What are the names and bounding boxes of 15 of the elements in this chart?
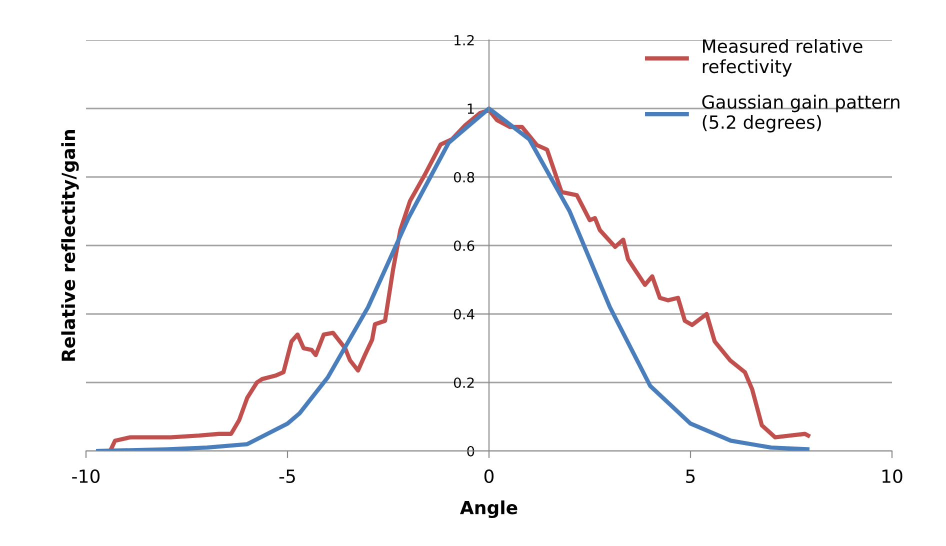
y-tick-label: 1.2 (454, 34, 474, 46)
x-tick-label: -10 (72, 469, 100, 484)
legend-label: Gaussian gain pattern (5.2 degrees) (702, 94, 900, 132)
x-tick-label: 10 (882, 469, 902, 484)
y-axis-title: Relative reflectity/gain (61, 130, 79, 361)
y-tick-label: 0.2 (454, 377, 474, 388)
legend-label: Measured relative refectivity (702, 39, 862, 77)
y-tick-label: 1 (468, 104, 474, 114)
x-axis-title: Angle (460, 500, 518, 518)
y-tick-label: 0.6 (454, 240, 474, 251)
y-tick-label: 0.4 (454, 308, 474, 320)
y-tick-label: 0.8 (454, 172, 474, 182)
x-tick-label: 0 (484, 469, 494, 484)
x-tick-label: -5 (279, 470, 295, 484)
x-tick-label: 5 (686, 470, 695, 484)
